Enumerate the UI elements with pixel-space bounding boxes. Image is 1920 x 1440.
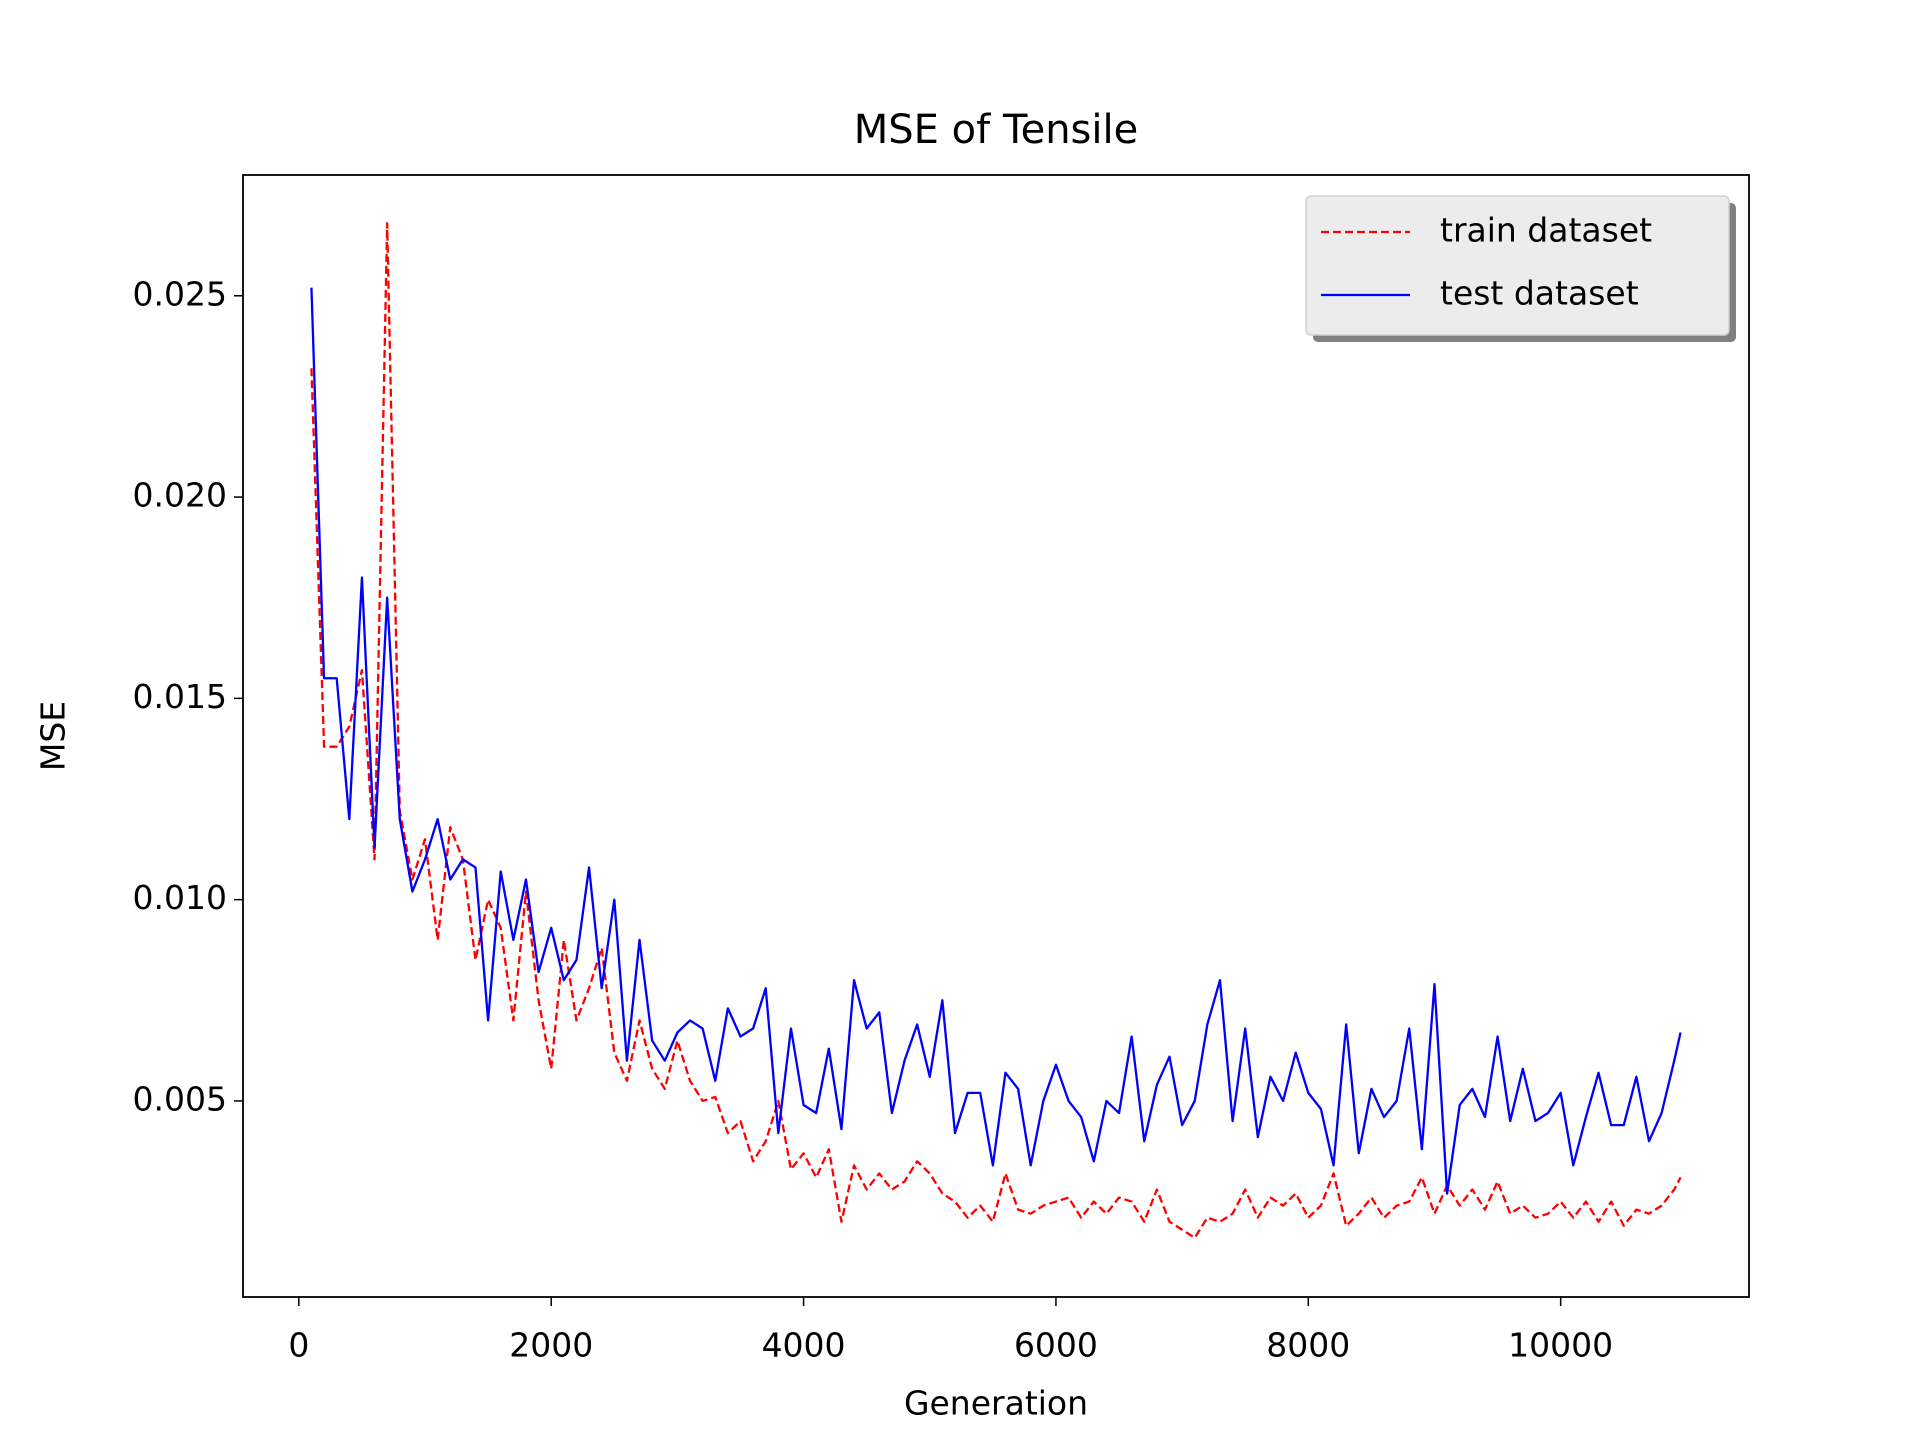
y-tick-label: 0.010 (133, 878, 227, 917)
plot-frame (242, 174, 1750, 1298)
series-line (310, 287, 1682, 1195)
x-tick-label: 2000 (509, 1326, 593, 1365)
x-tick-label: 10000 (1508, 1326, 1613, 1365)
chart-title: MSE of Tensile (854, 107, 1138, 153)
y-tick-label: 0.020 (133, 476, 227, 515)
series-line (310, 222, 1682, 1239)
y-tick-label: 0.025 (133, 274, 227, 313)
x-tick-label: 8000 (1266, 1326, 1350, 1365)
x-tick-label: 6000 (1014, 1326, 1098, 1365)
y-tick-label: 0.015 (133, 677, 227, 716)
y-axis-label: MSE (34, 701, 73, 771)
y-tick-label: 0.005 (133, 1079, 227, 1118)
x-tick-label: 0 (288, 1326, 309, 1365)
legend-label: test dataset (1440, 274, 1639, 313)
x-axis-label: Generation (904, 1384, 1088, 1423)
legend-label: train dataset (1440, 211, 1652, 250)
legend-box (1305, 195, 1730, 336)
x-tick-label: 4000 (762, 1326, 846, 1365)
